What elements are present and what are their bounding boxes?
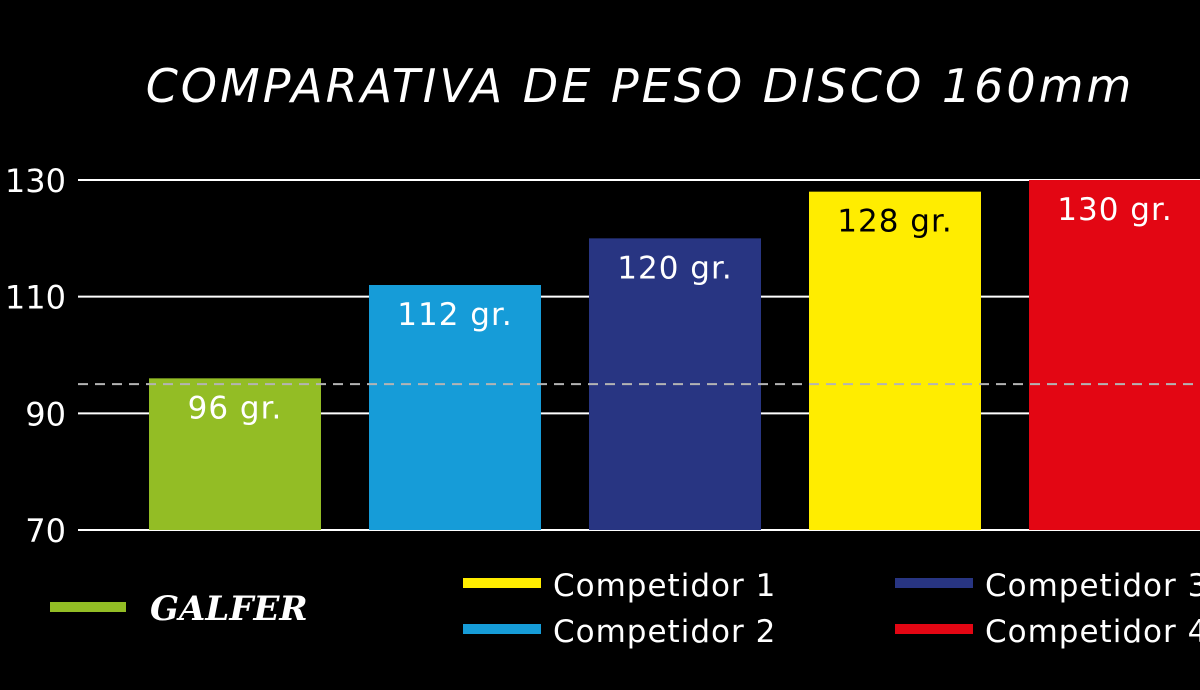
bars xyxy=(149,180,1200,531)
bar-competidor-4 xyxy=(1029,180,1200,530)
y-tick-label-90: 90 xyxy=(25,395,66,433)
legend: GALFER Competidor 1 Competidor 2 Competidor… xyxy=(50,568,1200,650)
legend-label-competidor-1: Competidor 1 xyxy=(553,568,776,604)
data-label-competidor-2: 112 gr. xyxy=(397,297,512,333)
legend-label-competidor-3: Competidor 3 xyxy=(985,568,1200,604)
legend-swatch-competidor-3 xyxy=(895,578,973,588)
data-label-competidor-1: 128 gr. xyxy=(837,204,952,240)
legend-swatch-competidor-2 xyxy=(463,624,541,634)
legend-label-competidor-2: Competidor 2 xyxy=(553,614,776,650)
data-label-galfer: 96 gr. xyxy=(188,390,283,426)
data-label-competidor-3: 120 gr. xyxy=(617,250,732,286)
bar-galfer xyxy=(149,378,321,530)
legend-label-competidor-4: Competidor 4 xyxy=(985,614,1200,650)
legend-swatch-competidor-4 xyxy=(895,624,973,634)
data-label-competidor-4: 130 gr. xyxy=(1057,192,1172,228)
data-labels: 96 gr. 112 gr. 120 gr. 128 gr. 130 gr. xyxy=(188,192,1172,426)
legend-swatch-galfer xyxy=(50,602,126,612)
bar-competidor-1 xyxy=(809,191,981,530)
legend-swatch-competidor-1 xyxy=(463,578,541,588)
y-axis-ticks: 70 90 110 130 xyxy=(5,162,66,550)
bar-competidor-2 xyxy=(369,285,541,530)
y-tick-label-70: 70 xyxy=(25,512,66,550)
y-tick-label-130: 130 xyxy=(5,162,66,200)
legend-label-galfer: GALFER xyxy=(150,589,308,629)
chart-title: COMPARATIVA DE PESO DISCO 160mm xyxy=(146,59,1135,113)
y-tick-label-110: 110 xyxy=(5,279,66,317)
